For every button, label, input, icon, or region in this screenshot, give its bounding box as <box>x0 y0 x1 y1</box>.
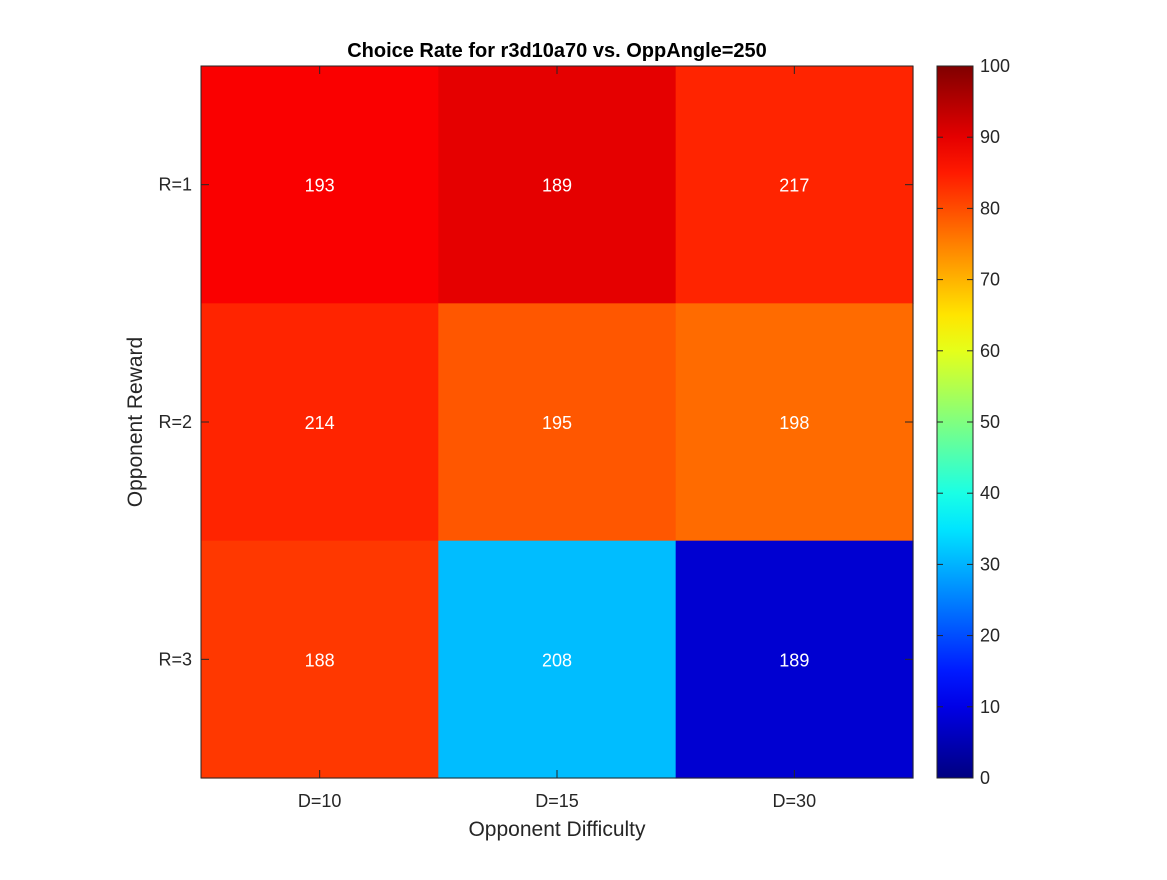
x-axis: D=10 D=15 D=30 <box>298 66 816 811</box>
colorbar-tick-label: 20 <box>980 626 1000 646</box>
colorbar-tick-label: 40 <box>980 483 1000 503</box>
chart-title: Choice Rate for r3d10a70 vs. OppAngle=25… <box>347 40 767 62</box>
heatmap-cell-labels: 193 189 217 214 195 198 188 208 189 <box>305 176 810 671</box>
cell-count-label: 217 <box>779 176 809 196</box>
heatmap-cell <box>438 303 677 542</box>
heatmap-cell <box>675 540 914 779</box>
cell-count-label: 195 <box>542 413 572 433</box>
colorbar-tick-label: 30 <box>980 554 1000 574</box>
colorbar-tick-label: 50 <box>980 412 1000 432</box>
y-tick-label: R=2 <box>158 412 192 432</box>
x-axis-label: Opponent Difficulty <box>468 818 646 841</box>
y-tick-label: R=1 <box>158 175 192 195</box>
colorbar-tick-label: 100 <box>980 56 1010 76</box>
y-tick-label: R=3 <box>158 649 192 669</box>
heatmap-cell <box>201 66 439 304</box>
y-axis: R=1 R=2 R=3 <box>158 175 913 669</box>
colorbar-tick-label: 70 <box>980 270 1000 290</box>
x-tick-label: D=30 <box>773 791 817 811</box>
cell-count-label: 214 <box>305 413 335 433</box>
colorbar-tick-label: 60 <box>980 341 1000 361</box>
colorbar-tick-label: 90 <box>980 127 1000 147</box>
cell-count-label: 188 <box>305 650 335 670</box>
cell-count-label: 198 <box>779 413 809 433</box>
colorbar-tick-label: 80 <box>980 198 1000 218</box>
colorbar-tick-label: 10 <box>980 697 1000 717</box>
colorbar-ticks: 0 10 20 30 40 50 60 70 80 90 100 <box>937 56 1010 788</box>
cell-count-label: 193 <box>305 176 335 196</box>
cell-count-label: 208 <box>542 650 572 670</box>
heatmap-cell <box>675 303 914 542</box>
heatmap-cells <box>201 66 914 779</box>
heatmap-cell <box>201 303 439 542</box>
heatmap-cell <box>438 66 677 304</box>
colorbar: 0 10 20 30 40 50 60 70 80 90 100 <box>936 56 1010 788</box>
y-axis-label: Opponent Reward <box>124 337 147 507</box>
cell-count-label: 189 <box>542 176 572 196</box>
colorbar-tick-label: 0 <box>980 768 990 788</box>
cell-count-label: 189 <box>779 650 809 670</box>
x-tick-label: D=15 <box>535 791 579 811</box>
heatmap-cell <box>675 66 914 304</box>
heatmap-cell <box>438 540 677 779</box>
x-tick-label: D=10 <box>298 791 342 811</box>
heatmap-cell <box>201 540 439 779</box>
